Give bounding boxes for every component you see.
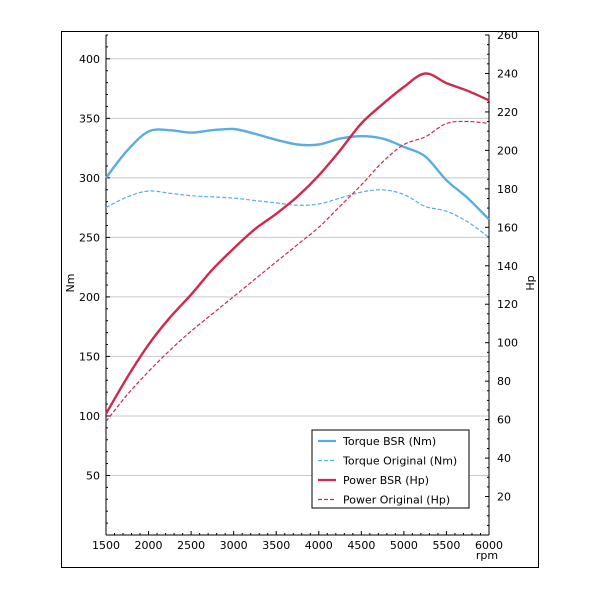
legend-label-power-original-hp: Power Original (Hp) [343, 494, 450, 507]
y-left-tick-label: 200 [79, 291, 100, 304]
y-right-tick-label: 60 [497, 414, 511, 427]
y-right-tick-label: 80 [497, 375, 511, 388]
x-tick-label: 5000 [390, 539, 418, 552]
y-right-tick-label: 180 [497, 183, 518, 196]
y-right-tick-label: 120 [497, 298, 518, 311]
y-right-tick-label: 100 [497, 337, 518, 350]
y-right-tick-label: 220 [497, 106, 518, 119]
x-axis-label: rpm [476, 549, 498, 562]
x-tick-label: 4000 [305, 539, 333, 552]
y-left-tick-label: 350 [79, 112, 100, 125]
legend: Torque BSR (Nm) Torque Original (Nm) Power… [311, 429, 470, 509]
y-left-tick-label: 250 [79, 231, 100, 244]
x-tick-label: 3500 [262, 539, 290, 552]
y-left-tick-label: 300 [79, 172, 100, 185]
legend-label-power-bsr-hp: Power BSR (Hp) [343, 474, 429, 487]
x-tick-label: 5500 [432, 539, 460, 552]
y-left-tick-label: 50 [86, 469, 100, 482]
y-axis-right-label: Hp [524, 275, 537, 290]
x-tick-label: 1500 [92, 539, 120, 552]
axes [105, 34, 490, 536]
series-lines [104, 72, 490, 422]
y-right-tick-label: 20 [497, 491, 511, 504]
y-right-tick-label: 200 [497, 144, 518, 157]
y-right-tick-label: 240 [497, 67, 518, 80]
x-tick-label: 2000 [135, 539, 163, 552]
tick-labels: 50 100 150 200 250 300 350 400 20 40 60 80 100 120 140… [79, 29, 518, 552]
y-left-tick-label: 150 [79, 350, 100, 363]
legend-label-torque-original-nm: Torque Original (Nm) [342, 455, 457, 468]
y-left-tick-label: 400 [79, 53, 100, 66]
x-tick-label: 2500 [177, 539, 205, 552]
series-line-power-original-hp [105, 120, 490, 422]
y-right-tick-label: 260 [497, 29, 518, 42]
y-left-tick-label: 100 [79, 410, 100, 423]
legend-label-torque-bsr-nm: Torque BSR (Nm) [342, 435, 436, 448]
y-right-tick-label: 40 [497, 452, 511, 465]
gridlines [106, 58, 489, 476]
y-axis-left-label: Nm [64, 274, 77, 293]
y-right-tick-label: 140 [497, 260, 518, 273]
x-tick-label: 4500 [347, 539, 375, 552]
x-tick-label: 3000 [220, 539, 248, 552]
series-line-torque-bsr-nm [105, 127, 490, 221]
y-right-tick-label: 160 [497, 221, 518, 234]
x-tick-label: 6000 [475, 539, 503, 552]
legend-box [311, 429, 470, 509]
series-line-power-bsr-hp [104, 72, 490, 415]
series-line-torque-original-nm [105, 189, 490, 238]
